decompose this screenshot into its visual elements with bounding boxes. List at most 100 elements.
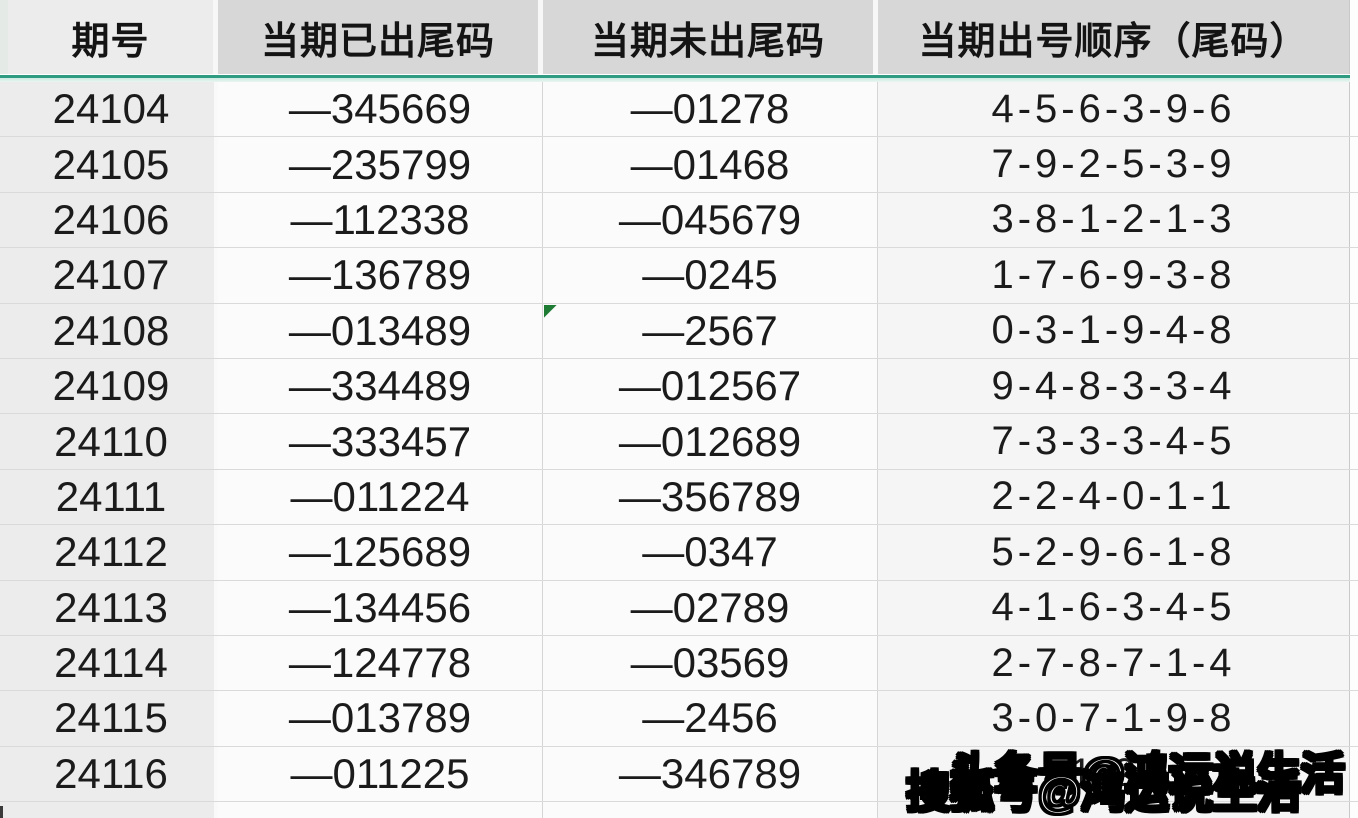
bottom-left-notch xyxy=(0,806,3,818)
cell-error-indicator-triangle xyxy=(544,304,557,318)
table-row: 24114 —124778 —03569 2-7-8-7-1-4 xyxy=(0,635,1358,692)
period-cell[interactable]: 24114 xyxy=(8,635,218,691)
draw-order-cell[interactable]: 2-7-8-7-1-4 xyxy=(878,635,1350,691)
appeared-tails-cell[interactable]: —011224 xyxy=(218,469,543,525)
missing-tails-cell[interactable]: —346789 xyxy=(543,746,878,802)
draw-order-cell[interactable]: 7-3-3-3-4-5 xyxy=(878,414,1350,469)
missing-tails-cell[interactable]: —012567 xyxy=(543,358,878,414)
right-edge-cell xyxy=(1350,802,1358,818)
draw-order-cell[interactable]: 9-4-8-3-3-4 xyxy=(878,358,1350,414)
appeared-tails-cell[interactable] xyxy=(218,802,543,818)
right-edge-cell xyxy=(1350,746,1358,802)
missing-tails-cell[interactable]: —01468 xyxy=(543,137,878,192)
table-header-row: 期号 当期已出尾码 当期未出尾码 当期出号顺序（尾码） xyxy=(0,0,1358,74)
appeared-tails-cell[interactable]: —345669 xyxy=(218,82,543,137)
period-cell[interactable]: 24112 xyxy=(8,525,218,580)
table-row: 24115 —013789 —2456 3-0-7-1-9-8 xyxy=(0,691,1358,747)
right-edge-cell xyxy=(1350,525,1358,580)
appeared-tails-cell[interactable]: —235799 xyxy=(218,137,543,192)
draw-order-cell[interactable]: 2-2-4-0-1-1 xyxy=(878,469,1350,525)
header-cell-period[interactable]: 期号 xyxy=(8,0,218,74)
table-row: 24112 —125689 —0347 5-2-9-6-1-8 xyxy=(0,525,1358,581)
header-cell-order[interactable]: 当期出号顺序（尾码） xyxy=(878,0,1350,74)
left-edge-cell xyxy=(0,358,8,414)
appeared-tails-cell[interactable]: —334489 xyxy=(218,358,543,414)
draw-order-cell[interactable]: 3-0-7-1-9-8 xyxy=(878,691,1350,746)
left-edge-cell xyxy=(0,82,8,137)
draw-order-cell[interactable]: 0-3-1-9-4-8 xyxy=(878,303,1350,358)
right-edge-cell xyxy=(1350,248,1358,303)
period-cell[interactable]: 24115 xyxy=(8,691,218,746)
appeared-tails-cell[interactable]: —124778 xyxy=(218,635,543,691)
draw-order-cell[interactable] xyxy=(878,802,1350,818)
period-cell[interactable]: 24110 xyxy=(8,414,218,469)
missing-tails-cell[interactable]: —012689 xyxy=(543,414,878,469)
right-edge-cell xyxy=(1350,635,1358,691)
missing-tails-cell[interactable]: —045679 xyxy=(543,192,878,248)
missing-tails-cell[interactable]: —03569 xyxy=(543,635,878,691)
period-cell[interactable]: 24108 xyxy=(8,303,218,358)
left-edge-cell xyxy=(0,414,8,469)
period-cell[interactable]: 24104 xyxy=(8,82,218,137)
draw-order-cell[interactable]: 3-8-1-2-1-3 xyxy=(878,192,1350,248)
right-edge-cell xyxy=(1350,303,1358,358)
draw-order-cell[interactable]: 1-7-6-9-3-8 xyxy=(878,248,1350,303)
appeared-tails-cell[interactable]: —136789 xyxy=(218,248,543,303)
left-edge-cell xyxy=(0,137,8,192)
table-row: 24105 —235799 —01468 7-9-2-5-3-9 xyxy=(0,137,1358,193)
period-cell[interactable] xyxy=(8,802,218,818)
period-cell[interactable]: 24111 xyxy=(8,469,218,525)
missing-tails-cell[interactable]: —01278 xyxy=(543,82,878,137)
right-edge-cell xyxy=(1350,137,1358,192)
left-edge-cell xyxy=(0,469,8,525)
table-row: 24109 —334489 —012567 9-4-8-3-3-4 xyxy=(0,358,1358,415)
right-edge-cell xyxy=(1350,358,1358,414)
table-row: 24116 —011225 —346789 1-2- xyxy=(0,746,1358,803)
left-edge-cell xyxy=(0,580,8,635)
period-cell[interactable]: 24116 xyxy=(8,746,218,802)
appeared-tails-cell[interactable]: —134456 xyxy=(218,580,543,635)
appeared-tails-cell[interactable]: —013489 xyxy=(218,303,543,358)
table-row: 24110 —333457 —012689 7-3-3-3-4-5 xyxy=(0,414,1358,470)
table-row: 24113 —134456 —02789 4-1-6-3-4-5 xyxy=(0,580,1358,636)
draw-order-cell[interactable]: 5-2-9-6-1-8 xyxy=(878,525,1350,580)
missing-tails-cell[interactable]: —0347 xyxy=(543,525,878,580)
table-body: 24104 —345669 —01278 4-5-6-3-9-6 24105 —23579… xyxy=(0,82,1358,818)
left-edge-cell xyxy=(0,691,8,746)
missing-tails-cell[interactable]: —0245 xyxy=(543,248,878,303)
appeared-tails-cell[interactable]: —112338 xyxy=(218,192,543,248)
table-row: 24108 —013489 —2567 0-3-1-9-4-8 xyxy=(0,303,1358,359)
draw-order-cell[interactable]: 1-2- xyxy=(878,746,1350,802)
appeared-tails-cell[interactable]: —333457 xyxy=(218,414,543,469)
right-edge-cell xyxy=(1350,414,1358,469)
left-edge-cell xyxy=(0,746,8,802)
table-row: 24104 —345669 —01278 4-5-6-3-9-6 xyxy=(0,82,1358,138)
period-cell[interactable]: 24113 xyxy=(8,580,218,635)
right-edge-cell xyxy=(1350,82,1358,137)
draw-order-cell[interactable]: 4-5-6-3-9-6 xyxy=(878,82,1350,137)
missing-tails-cell[interactable]: —356789 xyxy=(543,469,878,525)
period-cell[interactable]: 24106 xyxy=(8,192,218,248)
period-cell[interactable]: 24107 xyxy=(8,248,218,303)
missing-tails-cell[interactable]: —2456 xyxy=(543,691,878,746)
header-cell-appeared[interactable]: 当期已出尾码 xyxy=(218,0,543,74)
missing-tails-cell[interactable]: —2567 xyxy=(543,303,878,358)
period-cell[interactable]: 24105 xyxy=(8,137,218,192)
appeared-tails-cell[interactable]: —125689 xyxy=(218,525,543,580)
period-cell[interactable]: 24109 xyxy=(8,358,218,414)
draw-order-cell[interactable]: 4-1-6-3-4-5 xyxy=(878,580,1350,635)
left-edge-cell xyxy=(0,525,8,580)
table-row: 24111 —011224 —356789 2-2-4-0-1-1 xyxy=(0,469,1358,526)
left-edge-cell xyxy=(0,303,8,358)
appeared-tails-cell[interactable]: —011225 xyxy=(218,746,543,802)
left-edge-column-sliver xyxy=(0,0,8,74)
missing-tails-cell[interactable]: —02789 xyxy=(543,580,878,635)
missing-tails-cell[interactable] xyxy=(543,802,878,818)
draw-order-cell[interactable]: 7-9-2-5-3-9 xyxy=(878,137,1350,192)
appeared-tails-cell[interactable]: —013789 xyxy=(218,691,543,746)
left-edge-cell xyxy=(0,635,8,691)
header-cell-missing[interactable]: 当期未出尾码 xyxy=(543,0,878,74)
right-edge-cell xyxy=(1350,469,1358,525)
right-edge-cell xyxy=(1350,580,1358,635)
